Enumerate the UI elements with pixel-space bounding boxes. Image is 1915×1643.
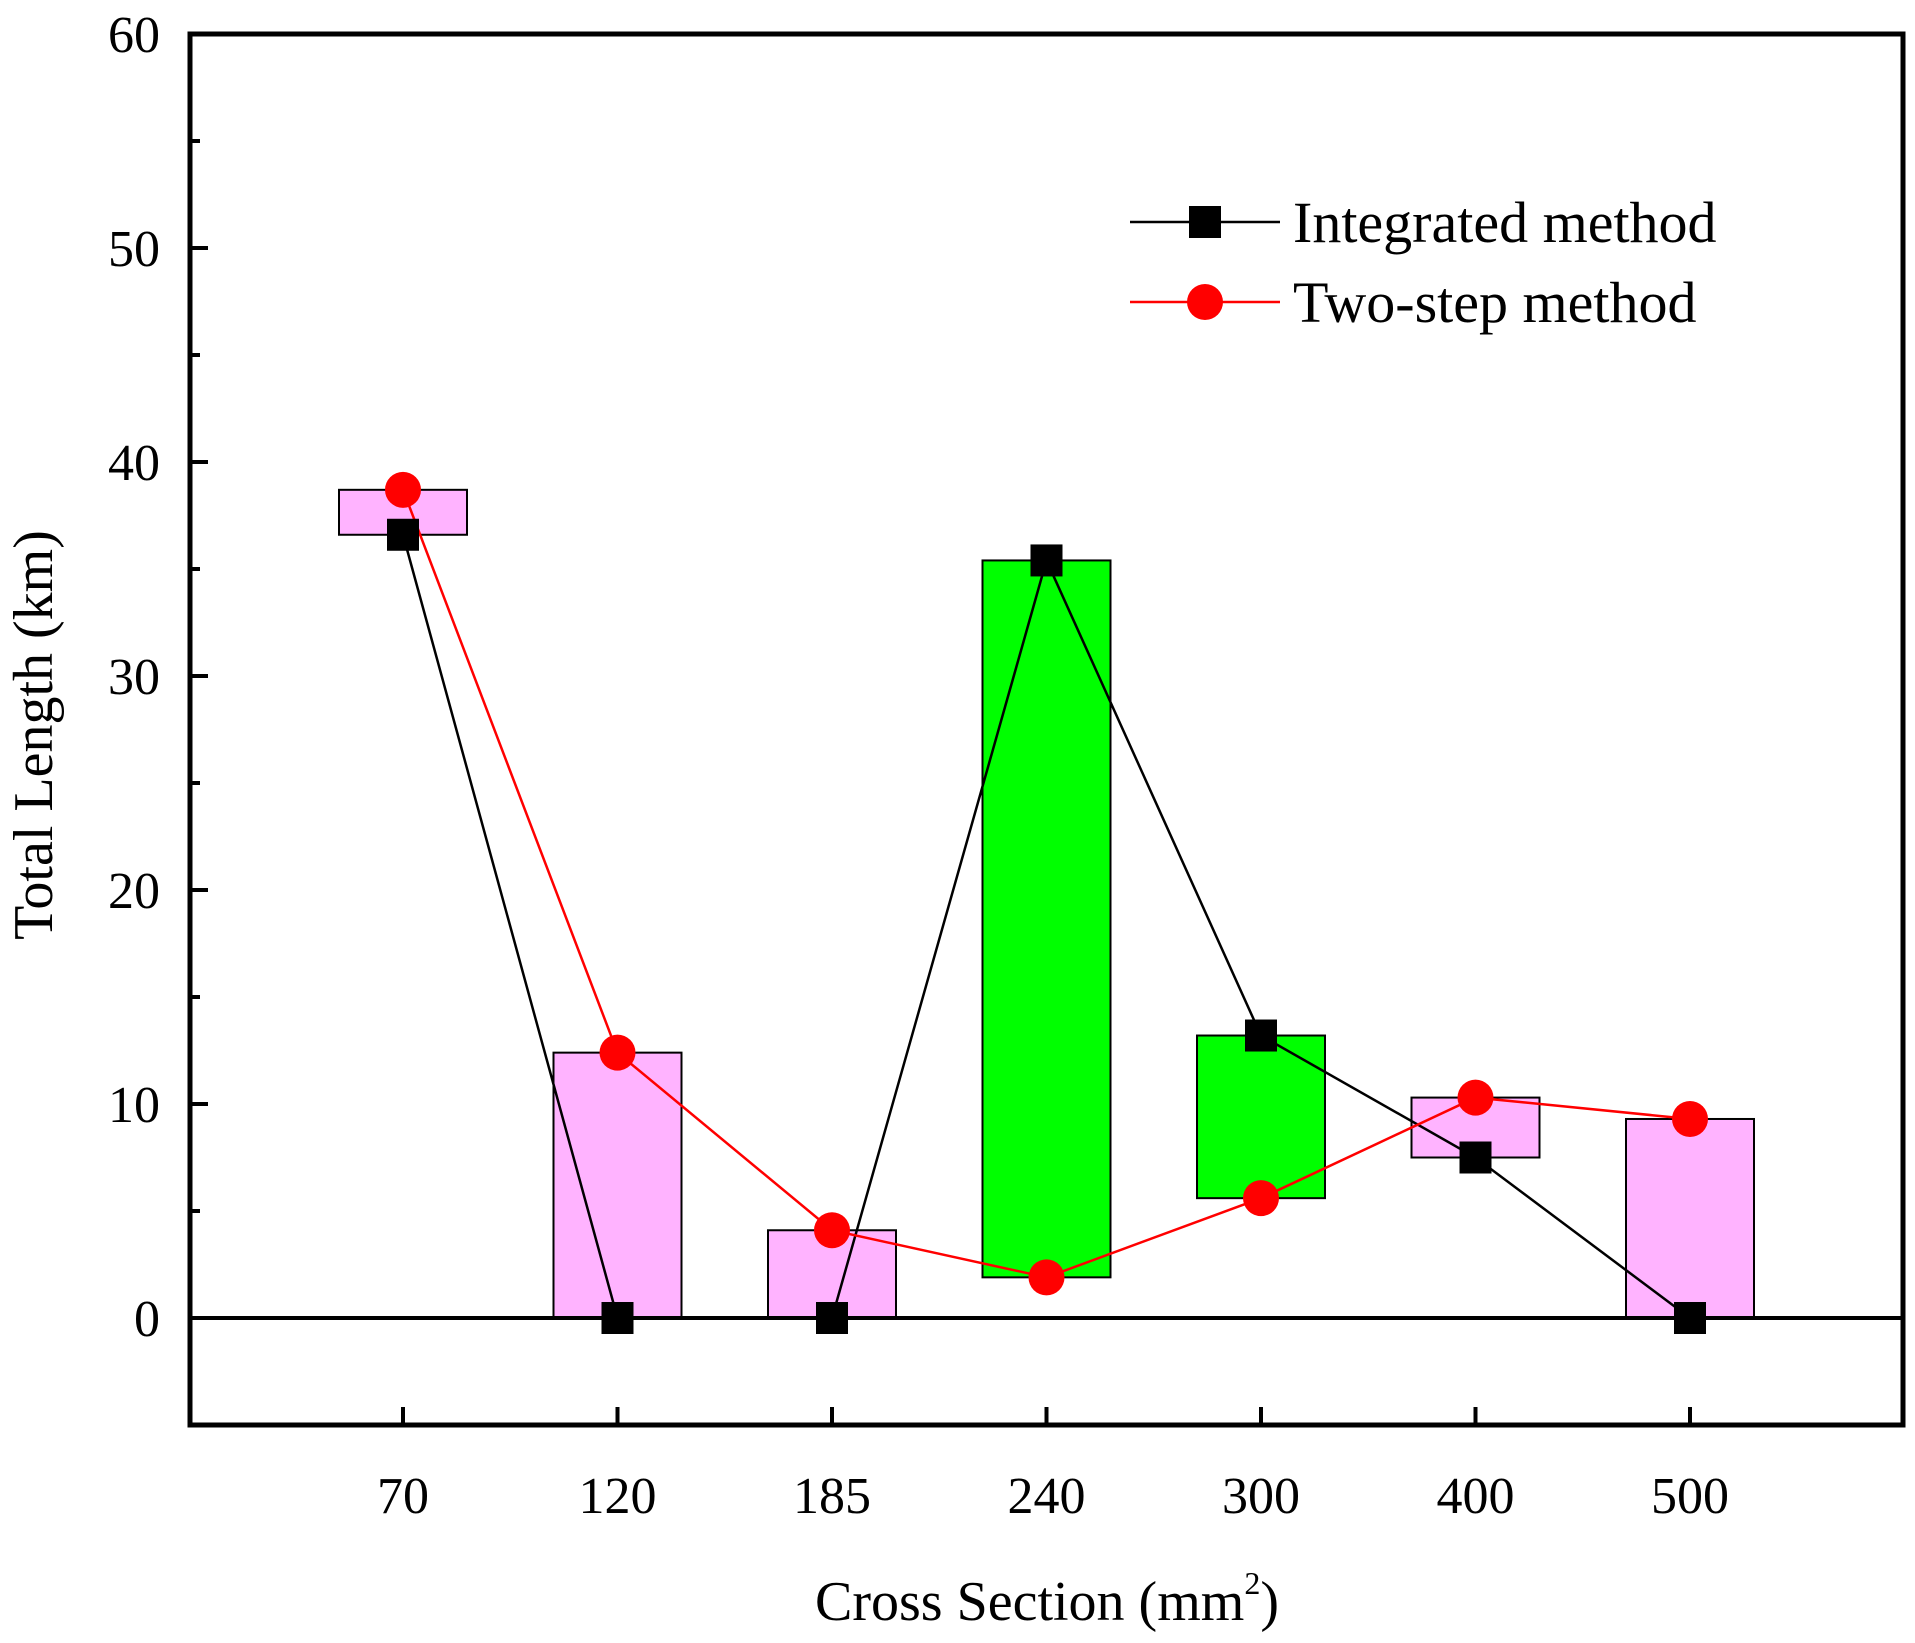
x-tick-label-240: 240 [1008,1468,1086,1525]
difference-bar-120 [552,1051,683,1319]
y-axis-title: Total Length (km) [3,530,65,940]
legend-marker-1 [1189,206,1221,238]
series-2-point-500 [1672,1100,1708,1137]
series-2-point-300 [1243,1180,1279,1217]
axes: 0 10 20 30 40 50 60 70 120 185 240 300 400 500 [108,7,1729,1525]
series-2-point-120 [599,1034,636,1071]
series-1-point-400 [1459,1141,1492,1174]
y-tick-label-30: 30 [108,649,160,706]
legend-label-2: Two-step method [1293,270,1696,335]
x-axis-title-main: Cross Section (mm [815,1571,1244,1633]
y-tick-label-10: 10 [108,1077,160,1134]
x-tick-label-120: 120 [579,1468,657,1525]
x-tick-label-70: 70 [377,1468,429,1525]
x-axis-title-superscript: 2 [1244,1565,1260,1601]
series-1-point-185 [816,1302,848,1334]
legend-marker-2 [1187,284,1223,320]
x-tick-label-400: 400 [1437,1468,1515,1525]
series-2-point-185 [814,1212,850,1249]
x-axis-title-suffix: ) [1260,1571,1279,1633]
x-tick-label-500: 500 [1651,1468,1729,1525]
series-2-point-70 [385,471,421,508]
x-tick-label-185: 185 [793,1468,871,1525]
legend-label-1: Integrated method [1293,190,1717,255]
difference-bar-240 [981,559,1112,1279]
series-1-point-300 [1245,1019,1277,1052]
x-tick-label-300: 300 [1222,1468,1300,1525]
y-tick-label-40: 40 [108,435,160,492]
y-tick-label-50: 50 [108,221,160,278]
difference-bar-500 [1625,1117,1755,1319]
x-axis-title: Cross Section (mm2) [815,1565,1279,1633]
series-1-point-240 [1030,544,1063,577]
difference-bars [338,488,1755,1320]
series-1-point-500 [1674,1302,1706,1334]
y-tick-label-0: 0 [134,1291,160,1348]
series-2-point-400 [1457,1079,1494,1116]
y-tick-label-60: 60 [108,7,160,64]
y-tick-label-20: 20 [108,863,160,920]
series-2-point-240 [1028,1259,1065,1296]
series-lines [385,471,1708,1334]
legend: Integrated method Two-step method [1130,190,1717,335]
series-1-point-70 [387,518,419,551]
series-1-point-120 [601,1302,634,1334]
